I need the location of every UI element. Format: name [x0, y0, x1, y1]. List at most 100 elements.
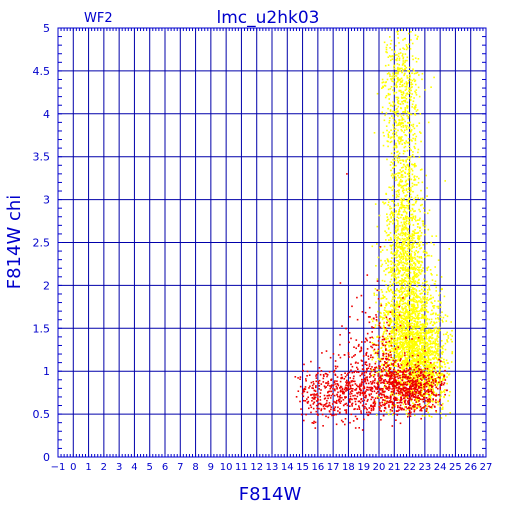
data-point: [399, 342, 402, 344]
data-point: [346, 379, 348, 382]
data-point: [325, 402, 328, 404]
data-point: [402, 296, 405, 298]
data-point: [398, 42, 400, 44]
data-point: [373, 400, 376, 403]
data-point: [435, 331, 438, 334]
data-point: [386, 51, 388, 54]
data-point: [437, 387, 439, 390]
data-point: [387, 260, 390, 263]
data-point: [389, 320, 392, 323]
data-point: [349, 401, 351, 403]
data-point: [384, 84, 386, 87]
data-point: [402, 211, 405, 213]
data-point: [400, 280, 403, 282]
data-point: [386, 213, 388, 215]
data-point: [389, 36, 391, 38]
data-point: [378, 396, 380, 399]
data-point: [409, 316, 411, 318]
data-point: [434, 341, 437, 343]
data-point: [434, 384, 436, 386]
data-point: [305, 413, 307, 416]
data-point: [413, 369, 415, 371]
data-point: [423, 360, 425, 362]
data-point: [395, 410, 398, 412]
data-point: [416, 398, 419, 401]
data-point: [440, 357, 443, 359]
data-point: [406, 360, 408, 362]
data-point: [439, 405, 441, 407]
data-point: [373, 292, 375, 295]
data-point: [409, 360, 412, 363]
data-point: [382, 317, 384, 319]
data-point: [392, 304, 394, 307]
data-point: [425, 390, 428, 392]
data-point: [407, 272, 410, 275]
data-point: [410, 394, 413, 397]
data-point: [437, 359, 439, 361]
data-point: [311, 384, 314, 387]
data-point: [347, 384, 349, 387]
data-point: [392, 370, 395, 373]
data-point: [399, 159, 401, 162]
data-point: [407, 243, 410, 245]
data-point: [407, 412, 410, 415]
data-point: [406, 351, 408, 353]
data-point: [410, 266, 413, 268]
data-point: [413, 288, 416, 290]
data-point: [414, 275, 417, 278]
data-point: [402, 163, 405, 166]
data-point: [437, 347, 439, 350]
data-point: [451, 340, 453, 343]
data-point: [428, 384, 431, 387]
data-point: [397, 250, 399, 252]
data-point: [394, 325, 396, 327]
data-point: [362, 394, 365, 397]
data-point: [398, 356, 401, 359]
data-point: [371, 390, 373, 393]
data-point: [386, 129, 388, 132]
data-point: [398, 141, 400, 143]
data-point: [428, 393, 430, 396]
data-point: [404, 334, 406, 337]
data-point: [383, 41, 386, 44]
data-point: [396, 348, 399, 351]
data-point: [392, 162, 394, 165]
data-point: [436, 340, 439, 343]
data-point: [407, 268, 409, 270]
data-point: [414, 326, 417, 328]
data-point: [432, 340, 435, 343]
data-point: [399, 246, 401, 248]
data-point: [406, 254, 409, 257]
data-point: [421, 389, 424, 392]
data-point: [386, 27, 389, 30]
data-point: [412, 137, 414, 140]
data-point: [372, 380, 374, 382]
data-point: [393, 274, 395, 276]
data-point: [397, 66, 399, 69]
data-point: [422, 378, 424, 380]
data-point: [399, 162, 402, 164]
data-point: [384, 314, 387, 317]
data-point: [408, 66, 411, 69]
data-point: [406, 354, 408, 356]
data-point: [405, 140, 407, 142]
data-point: [428, 386, 430, 389]
data-point: [365, 361, 368, 363]
data-point: [408, 246, 411, 249]
data-point: [420, 374, 422, 377]
data-point: [418, 282, 420, 284]
data-point: [398, 243, 401, 245]
data-point: [395, 259, 398, 262]
data-point: [409, 235, 412, 237]
data-point: [412, 58, 414, 61]
data-point: [394, 376, 397, 378]
data-point: [419, 293, 421, 295]
data-point: [397, 260, 400, 262]
data-point: [390, 398, 392, 400]
data-point: [389, 317, 392, 320]
data-point: [377, 349, 380, 351]
data-point: [401, 214, 403, 216]
data-point: [392, 292, 394, 295]
data-point: [412, 100, 415, 103]
data-point: [408, 77, 411, 79]
